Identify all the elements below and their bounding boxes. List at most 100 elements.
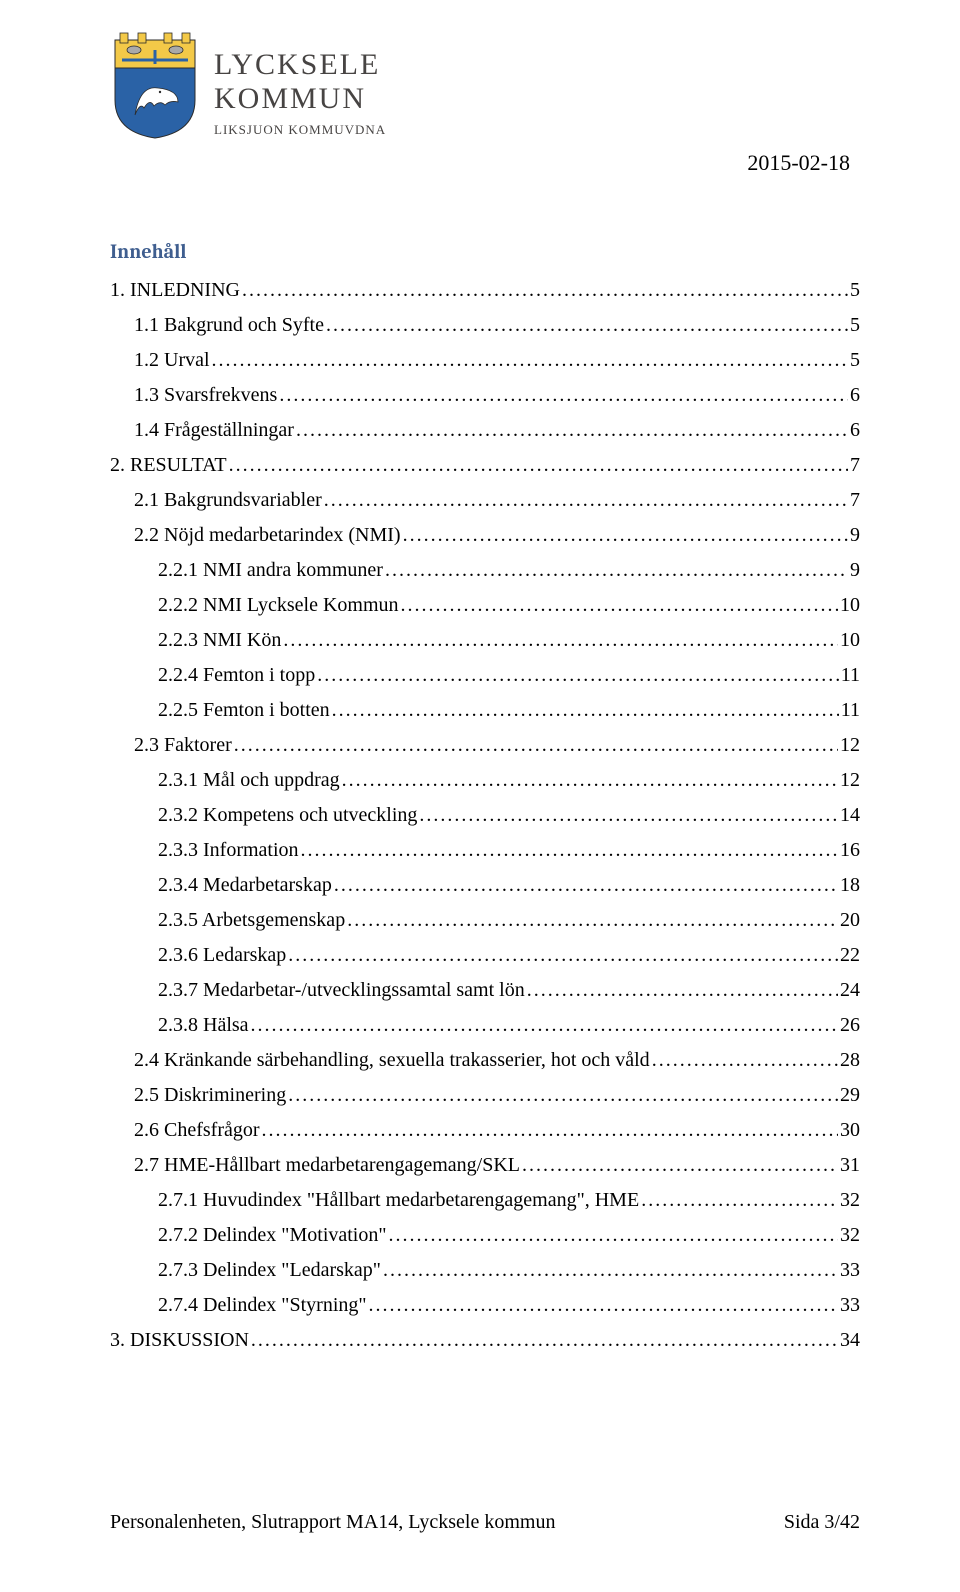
toc-entry-label: 2.3.8 Hälsa <box>158 1008 249 1043</box>
toc-entry-label: 2.6 Chefsfrågor <box>134 1113 260 1148</box>
toc-entry[interactable]: 3. DISKUSSION 34 <box>110 1323 860 1358</box>
toc-entry-label: 2.3 Faktorer <box>134 728 232 763</box>
toc-entry[interactable]: 2.2.3 NMI Kön 10 <box>110 623 860 658</box>
toc-entry-label: 1.3 Svarsfrekvens <box>134 378 277 413</box>
toc-entry-page: 5 <box>850 273 860 308</box>
toc-entry[interactable]: 2.7.2 Delindex "Motivation" 32 <box>110 1218 860 1253</box>
toc-leader-dots <box>419 798 838 833</box>
toc-entry[interactable]: 2.3.8 Hälsa 26 <box>110 1008 860 1043</box>
toc-entry-page: 6 <box>850 413 860 448</box>
toc-entry[interactable]: 2. RESULTAT 7 <box>110 448 860 483</box>
toc-leader-dots <box>332 693 839 728</box>
toc-leader-dots <box>527 973 838 1008</box>
toc-leader-dots <box>283 623 838 658</box>
toc-entry-label: 2.3.5 Arbetsgemenskap <box>158 903 345 938</box>
toc-entry-label: 2.7 HME-Hållbart medarbetarengagemang/SK… <box>134 1148 520 1183</box>
toc-entry-page: 32 <box>840 1218 860 1253</box>
toc-entry[interactable]: 2.1 Bakgrundsvariabler 7 <box>110 483 860 518</box>
toc-entry-page: 5 <box>850 308 860 343</box>
toc-entry[interactable]: 1. INLEDNING 5 <box>110 273 860 308</box>
toc-entry[interactable]: 1.3 Svarsfrekvens 6 <box>110 378 860 413</box>
toc-leader-dots <box>403 518 848 553</box>
toc-entry[interactable]: 2.2.4 Femton i topp 11 <box>110 658 860 693</box>
document-date: 2015-02-18 <box>747 150 850 176</box>
toc-entry-page: 18 <box>840 868 860 903</box>
toc-entry-page: 32 <box>840 1183 860 1218</box>
toc-entry-page: 33 <box>840 1253 860 1288</box>
crest-icon <box>110 30 200 140</box>
toc-entry-page: 14 <box>840 798 860 833</box>
toc-entry[interactable]: 2.4 Kränkande särbehandling, sexuella tr… <box>110 1043 860 1078</box>
toc-entry-label: 2.2.2 NMI Lycksele Kommun <box>158 588 399 623</box>
toc-leader-dots <box>369 1288 838 1323</box>
toc-leader-dots <box>234 728 838 763</box>
toc-entry-label: 2.3.4 Medarbetarskap <box>158 868 332 903</box>
toc-entry[interactable]: 1.4 Frågeställningar 6 <box>110 413 860 448</box>
org-sub: KOMMUN <box>214 82 386 116</box>
toc-entry[interactable]: 2.3.7 Medarbetar-/utvecklingssamtal samt… <box>110 973 860 1008</box>
toc-leader-dots <box>385 553 848 588</box>
toc-leader-dots <box>334 868 838 903</box>
toc-entry-label: 2.7.2 Delindex "Motivation" <box>158 1218 387 1253</box>
toc-entry[interactable]: 2.7 HME-Hållbart medarbetarengagemang/SK… <box>110 1148 860 1183</box>
toc-leader-dots <box>301 833 838 868</box>
toc-leader-dots <box>242 273 848 308</box>
toc-entry-page: 16 <box>840 833 860 868</box>
toc-leader-dots <box>641 1183 838 1218</box>
toc-leader-dots <box>317 658 839 693</box>
toc-entry-label: 2.3.6 Ledarskap <box>158 938 286 973</box>
toc-leader-dots <box>229 448 848 483</box>
toc-entry-page: 10 <box>840 588 860 623</box>
document-header: LYCKSELE KOMMUN LIKSJUON KOMMUVDNA <box>110 30 860 140</box>
toc-entry-page: 5 <box>850 343 860 378</box>
toc-leader-dots <box>288 1078 838 1113</box>
toc-entry-page: 34 <box>840 1323 860 1358</box>
footer-left: Personalenheten, Slutrapport MA14, Lycks… <box>110 1511 555 1534</box>
toc-entry-page: 26 <box>840 1008 860 1043</box>
toc-entry-label: 1. INLEDNING <box>110 273 240 308</box>
toc-entry[interactable]: 2.3.6 Ledarskap 22 <box>110 938 860 973</box>
toc-entry-page: 29 <box>840 1078 860 1113</box>
toc-leader-dots <box>401 588 838 623</box>
toc-entry[interactable]: 2.2.2 NMI Lycksele Kommun 10 <box>110 588 860 623</box>
toc-entry[interactable]: 2.3.2 Kompetens och utveckling 14 <box>110 798 860 833</box>
toc-entry-label: 2.7.3 Delindex "Ledarskap" <box>158 1253 381 1288</box>
toc-title: Innehåll <box>110 240 860 263</box>
toc-entry-label: 2.1 Bakgrundsvariabler <box>134 483 322 518</box>
toc-entry[interactable]: 2.3.1 Mål och uppdrag 12 <box>110 763 860 798</box>
toc-entry-label: 2.5 Diskriminering <box>134 1078 286 1113</box>
toc-entry[interactable]: 2.2 Nöjd medarbetarindex (NMI) 9 <box>110 518 860 553</box>
table-of-contents: Innehåll 1. INLEDNING 51.1 Bakgrund och … <box>110 240 860 1358</box>
toc-entry[interactable]: 2.2.1 NMI andra kommuner 9 <box>110 553 860 588</box>
toc-entry-page: 11 <box>841 658 860 693</box>
toc-leader-dots <box>342 763 838 798</box>
page-footer: Personalenheten, Slutrapport MA14, Lycks… <box>110 1511 860 1534</box>
toc-entry[interactable]: 2.2.5 Femton i botten 11 <box>110 693 860 728</box>
toc-entry-label: 2.3.1 Mål och uppdrag <box>158 763 340 798</box>
toc-entry[interactable]: 2.3.5 Arbetsgemenskap 20 <box>110 903 860 938</box>
toc-entry-page: 9 <box>850 553 860 588</box>
toc-entry[interactable]: 2.6 Chefsfrågor 30 <box>110 1113 860 1148</box>
toc-entry[interactable]: 1.2 Urval 5 <box>110 343 860 378</box>
toc-leader-dots <box>279 378 848 413</box>
toc-entry-page: 33 <box>840 1288 860 1323</box>
toc-entry[interactable]: 2.7.1 Huvudindex "Hållbart medarbetareng… <box>110 1183 860 1218</box>
toc-entry-page: 22 <box>840 938 860 973</box>
toc-entry[interactable]: 2.7.3 Delindex "Ledarskap" 33 <box>110 1253 860 1288</box>
toc-entry[interactable]: 1.1 Bakgrund och Syfte 5 <box>110 308 860 343</box>
toc-entry-label: 2.4 Kränkande särbehandling, sexuella tr… <box>134 1043 650 1078</box>
toc-leader-dots <box>212 343 848 378</box>
toc-entry[interactable]: 2.3 Faktorer 12 <box>110 728 860 763</box>
toc-entry-label: 2.3.2 Kompetens och utveckling <box>158 798 417 833</box>
toc-entry-label: 1.1 Bakgrund och Syfte <box>134 308 324 343</box>
toc-leader-dots <box>288 938 838 973</box>
toc-entry[interactable]: 2.7.4 Delindex "Styrning" 33 <box>110 1288 860 1323</box>
toc-entry-label: 2.2.4 Femton i topp <box>158 658 315 693</box>
toc-entry[interactable]: 2.5 Diskriminering 29 <box>110 1078 860 1113</box>
toc-entry-page: 30 <box>840 1113 860 1148</box>
toc-leader-dots <box>389 1218 838 1253</box>
toc-entry[interactable]: 2.3.3 Information 16 <box>110 833 860 868</box>
toc-body: 1. INLEDNING 51.1 Bakgrund och Syfte 51.… <box>110 273 860 1358</box>
toc-entry-label: 2.2 Nöjd medarbetarindex (NMI) <box>134 518 401 553</box>
toc-entry[interactable]: 2.3.4 Medarbetarskap 18 <box>110 868 860 903</box>
